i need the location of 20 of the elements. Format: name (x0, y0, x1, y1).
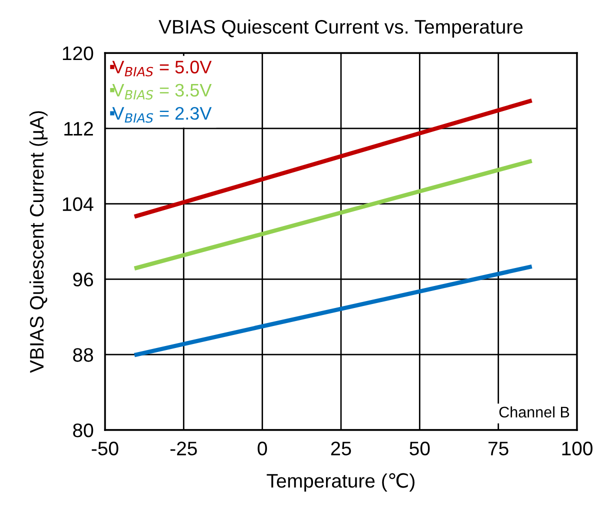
x-tick-label: 50 (410, 442, 430, 456)
y-tick-label: 96 (73, 272, 94, 286)
y-tick-label: 104 (62, 197, 94, 212)
legend-label: V$_{BIAS}$ = 2.3V (112, 106, 212, 123)
annotation: Channel B (499, 406, 570, 418)
chart-title: VBIAS Quiescent Current vs. Temperature (158, 19, 523, 38)
legend-label: V$_{BIAS}$ = 3.5V (112, 84, 212, 100)
y-tick-label: 80 (73, 423, 94, 438)
y-tick-label: 88 (73, 348, 94, 362)
y-axis-title: VBIAS Quiescent Current (µA) (29, 111, 48, 373)
x-tick-label: -50 (92, 442, 118, 456)
x-tick-label: 25 (331, 442, 351, 456)
x-tick-label: 100 (562, 442, 592, 456)
x-axis-title: Temperature (℃) (266, 473, 414, 492)
legend-label: V$_{BIAS}$ = 5.0V (112, 60, 212, 76)
x-tick-label: 75 (488, 442, 508, 456)
y-tick-label: 120 (62, 46, 94, 60)
x-tick-label: -25 (170, 442, 197, 456)
x-tick-label: 0 (258, 442, 267, 456)
y-tick-label: 112 (64, 122, 93, 136)
